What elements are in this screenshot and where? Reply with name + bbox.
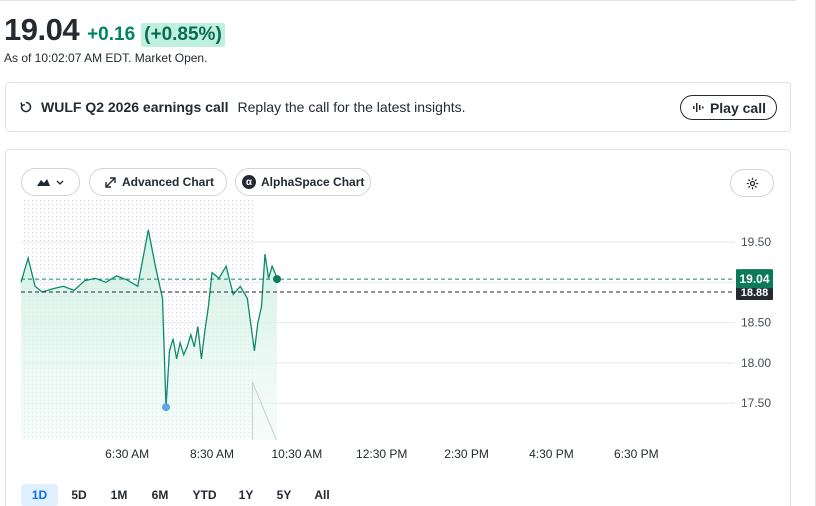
x-tick-label: 2:30 PM	[444, 447, 489, 461]
audio-wave-icon	[692, 103, 704, 112]
current-price-tag	[736, 269, 773, 289]
expand-icon	[105, 176, 116, 188]
range-button-1y[interactable]: 1Y	[238, 488, 254, 502]
current-price-marker	[273, 275, 282, 284]
volume-marker	[251, 381, 277, 441]
range-button-all[interactable]: All	[314, 488, 330, 502]
play-call-label: Play call	[709, 99, 766, 116]
range-button-1m[interactable]: 1M	[110, 488, 128, 502]
x-tick-label: 10:30 AM	[271, 447, 322, 461]
price-line	[20, 229, 278, 408]
price-change-percent: (+0.85%)	[141, 23, 225, 47]
mountain-chart-icon	[37, 179, 50, 186]
alphaspace-icon: α	[242, 175, 256, 189]
day-low-marker	[161, 403, 170, 412]
alphaspace-chart-button[interactable]: α AlphaSpace Chart	[235, 168, 371, 196]
chevron-down-icon	[56, 180, 64, 185]
earnings-call-banner: WULF Q2 2026 earnings call Replay the ca…	[5, 82, 791, 132]
current-price-tag-label: 19.04	[739, 272, 769, 286]
x-tick-label: 8:30 AM	[190, 447, 234, 461]
advanced-chart-button[interactable]: Advanced Chart	[89, 168, 227, 196]
x-tick-label: 6:30 PM	[614, 447, 659, 461]
gear-icon	[746, 177, 758, 189]
y-tick-label: 17.50	[741, 396, 771, 410]
x-tick-label: 6:30 AM	[105, 447, 149, 461]
alphaspace-chart-label: AlphaSpace Chart	[261, 175, 365, 189]
y-tick-label: 18.00	[741, 356, 771, 370]
quote-timestamp: As of 10:02:07 AM EDT. Market Open.	[4, 51, 208, 65]
current-price: 19.04	[4, 12, 80, 47]
price-area-fill	[21, 229, 277, 440]
range-button-5d[interactable]: 5D	[71, 488, 87, 502]
chart-container	[5, 149, 791, 506]
chart-settings-button[interactable]	[730, 169, 774, 197]
x-tick-label: 12:30 PM	[356, 447, 407, 461]
advanced-chart-label: Advanced Chart	[122, 175, 215, 189]
range-button-1d[interactable]: 1D	[21, 484, 58, 506]
x-tick-label: 4:30 PM	[529, 447, 574, 461]
previous-close-tag-label: 18.88	[741, 287, 769, 299]
earnings-call-subtitle: Replay the call for the latest insights.	[237, 99, 466, 115]
top-divider	[0, 0, 796, 1]
range-button-5y[interactable]: 5Y	[276, 488, 292, 502]
y-tick-label: 19.50	[741, 235, 771, 249]
play-call-button[interactable]: Play call	[679, 95, 777, 120]
range-selector: 1D 5D 1M 6M YTD 1Y 5Y All	[21, 484, 341, 506]
range-button-ytd[interactable]: YTD	[192, 488, 217, 502]
chart-type-dropdown[interactable]	[21, 168, 80, 196]
y-tick-label: 18.50	[741, 316, 771, 330]
quote-header: 19.04 +0.16 (+0.85%)	[4, 12, 225, 48]
replay-icon	[20, 101, 32, 113]
earnings-call-title: WULF Q2 2026 earnings call	[41, 99, 229, 115]
price-change: +0.16	[87, 24, 136, 45]
range-button-6m[interactable]: 6M	[151, 488, 169, 502]
